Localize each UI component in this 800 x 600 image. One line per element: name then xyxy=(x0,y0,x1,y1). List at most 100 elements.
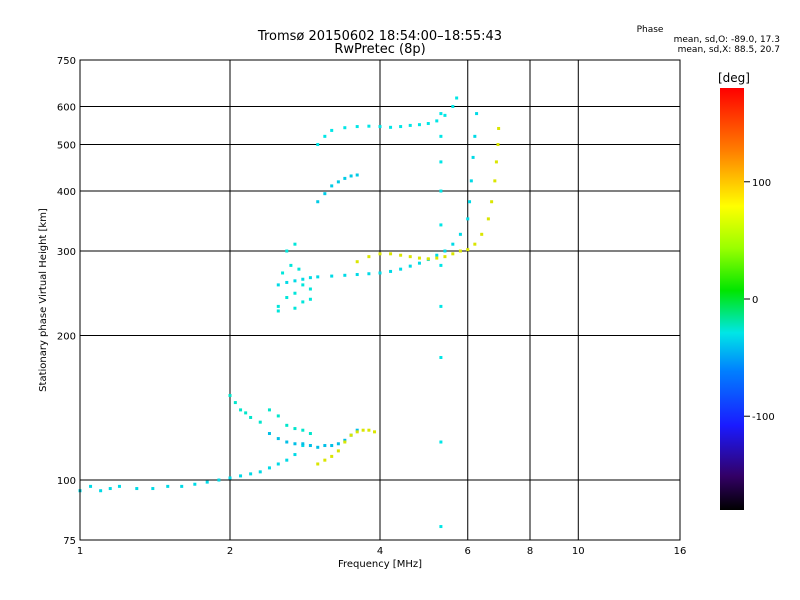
data-point xyxy=(378,271,382,275)
colorbar xyxy=(720,88,744,510)
data-point xyxy=(244,411,248,415)
data-point xyxy=(308,276,312,280)
phase-stats-x: mean, sd,X: 88.5, 20.7 xyxy=(678,45,780,55)
data-point xyxy=(439,440,443,444)
data-point xyxy=(408,255,412,259)
data-point xyxy=(439,223,443,227)
x-tick-label: 10 xyxy=(572,546,585,557)
y-tick-label: 300 xyxy=(57,247,76,258)
data-point xyxy=(330,274,334,278)
data-point xyxy=(367,428,371,432)
data-point xyxy=(439,189,443,193)
data-point xyxy=(308,287,312,291)
data-point xyxy=(323,444,327,448)
data-point xyxy=(228,394,232,398)
data-point xyxy=(417,261,421,265)
data-point xyxy=(336,180,340,184)
x-tick-label: 2 xyxy=(227,546,233,557)
data-point xyxy=(308,444,312,448)
data-point xyxy=(336,442,340,446)
data-point xyxy=(451,252,455,256)
data-point xyxy=(301,283,305,287)
chart-subtitle: RwPretec (8p) xyxy=(334,42,425,57)
data-point xyxy=(293,442,297,446)
data-points xyxy=(78,96,501,529)
data-point xyxy=(205,480,209,484)
data-point xyxy=(301,277,305,281)
y-tick-label: 750 xyxy=(57,56,76,67)
data-point xyxy=(439,160,443,164)
data-point xyxy=(117,484,121,488)
data-point xyxy=(469,179,473,183)
data-point xyxy=(458,232,462,236)
data-point xyxy=(439,304,443,308)
data-point xyxy=(301,442,305,446)
data-point xyxy=(458,249,462,253)
data-point xyxy=(367,272,371,276)
data-point xyxy=(316,275,320,279)
data-point xyxy=(426,122,430,126)
data-point xyxy=(451,242,455,246)
data-point xyxy=(316,462,320,466)
data-point xyxy=(285,458,289,462)
data-point xyxy=(343,273,347,277)
colorbar-tick-label: 100 xyxy=(752,178,771,189)
data-point xyxy=(378,125,382,129)
data-point xyxy=(289,263,293,267)
data-point xyxy=(468,200,472,204)
data-point xyxy=(389,125,393,129)
data-point xyxy=(399,267,403,271)
data-point xyxy=(276,414,280,418)
data-point xyxy=(399,253,403,257)
data-point xyxy=(361,428,365,432)
data-point xyxy=(285,423,289,427)
data-point xyxy=(355,428,359,432)
data-point xyxy=(408,264,412,268)
colorbar-label: [deg] xyxy=(718,71,750,85)
data-point xyxy=(276,304,280,308)
data-point xyxy=(217,478,221,482)
chart-title: Tromsø 20150602 18:54:00–18:55:43 xyxy=(257,29,502,44)
data-point xyxy=(473,134,477,138)
data-point xyxy=(135,487,139,491)
y-tick-label: 200 xyxy=(57,332,76,343)
data-point xyxy=(443,255,447,259)
data-point xyxy=(373,430,377,434)
data-point xyxy=(258,470,262,474)
data-point xyxy=(301,300,305,304)
data-point xyxy=(293,242,297,246)
data-point xyxy=(285,280,289,284)
data-point xyxy=(343,440,347,444)
data-point xyxy=(389,269,393,273)
data-point xyxy=(343,176,347,180)
colorbar-tick-label: 0 xyxy=(752,295,758,306)
data-point xyxy=(108,487,112,491)
data-point xyxy=(408,123,412,127)
y-tick-label: 100 xyxy=(57,476,76,487)
data-point xyxy=(308,297,312,301)
x-axis-ticks: 1 2 4 6 8 10 16 xyxy=(77,546,687,557)
data-point xyxy=(367,255,371,259)
x-axis-label: Frequency [MHz] xyxy=(338,559,422,570)
data-point xyxy=(490,200,494,204)
data-point xyxy=(293,291,297,295)
data-point xyxy=(471,155,475,159)
data-point xyxy=(439,525,443,529)
x-tick-label: 4 xyxy=(377,546,383,557)
data-point xyxy=(316,200,320,204)
data-point xyxy=(497,126,501,130)
data-point xyxy=(466,217,470,221)
data-point xyxy=(336,449,340,453)
data-point xyxy=(301,428,305,432)
data-point xyxy=(399,125,403,129)
data-point xyxy=(378,252,382,256)
data-point xyxy=(466,248,470,252)
data-point xyxy=(330,444,334,448)
data-point xyxy=(228,476,232,480)
data-point xyxy=(276,437,280,441)
data-point xyxy=(349,174,353,178)
y-tick-label: 500 xyxy=(57,141,76,152)
data-point xyxy=(285,440,289,444)
data-point xyxy=(323,458,327,462)
